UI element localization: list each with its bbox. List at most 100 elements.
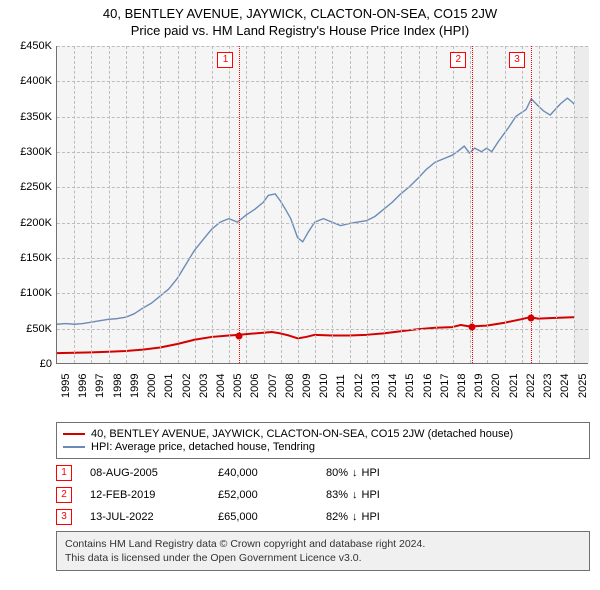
down-arrow-icon: ↓ <box>352 467 358 479</box>
vgrid-line <box>229 46 230 363</box>
event-date: 08-AUG-2005 <box>90 467 200 479</box>
xtick-label: 2011 <box>335 374 347 398</box>
ytick-label: £50K <box>10 323 52 335</box>
price-marker-dot <box>527 315 534 322</box>
event-row: 2 12-FEB-2019 £52,000 83% ↓ HPI <box>56 487 590 503</box>
vgrid-line <box>91 46 92 363</box>
hgrid-line <box>57 187 588 188</box>
ytick-label: £0 <box>10 358 52 370</box>
event-date: 12-FEB-2019 <box>90 489 200 501</box>
reference-marker-box: 1 <box>217 52 233 68</box>
xtick-label: 1998 <box>112 374 124 398</box>
event-delta-pct: 80% <box>326 467 348 479</box>
down-arrow-icon: ↓ <box>352 489 358 501</box>
event-price: £65,000 <box>218 511 308 523</box>
xtick-label: 2013 <box>370 374 382 398</box>
vgrid-line <box>160 46 161 363</box>
legend-item: 40, BENTLEY AVENUE, JAYWICK, CLACTON-ON-… <box>63 428 583 440</box>
vgrid-line <box>350 46 351 363</box>
event-number-box: 2 <box>56 487 72 503</box>
event-delta: 83% ↓ HPI <box>326 489 380 501</box>
vgrid-line <box>195 46 196 363</box>
xtick-label: 2023 <box>542 374 554 398</box>
event-delta-pct: 82% <box>326 511 348 523</box>
xtick-label: 2019 <box>473 374 485 398</box>
event-number-box: 1 <box>56 465 72 481</box>
xtick-label: 2016 <box>422 374 434 398</box>
legend-swatch <box>63 446 85 448</box>
vgrid-line <box>298 46 299 363</box>
vgrid-line <box>574 46 575 363</box>
hgrid-line <box>57 223 588 224</box>
vgrid-line <box>109 46 110 363</box>
xtick-label: 2010 <box>318 374 330 398</box>
vgrid-line <box>315 46 316 363</box>
reference-line <box>239 46 240 363</box>
hgrid-line <box>57 329 588 330</box>
vgrid-line <box>212 46 213 363</box>
event-delta-label: HPI <box>362 489 380 501</box>
recent-band <box>574 46 589 363</box>
vgrid-line <box>384 46 385 363</box>
xtick-label: 2021 <box>508 374 520 398</box>
hgrid-line <box>57 46 588 47</box>
footer-line-1: Contains HM Land Registry data © Crown c… <box>65 537 581 551</box>
reference-marker-box: 3 <box>509 52 525 68</box>
event-price: £52,000 <box>218 489 308 501</box>
chart-title-address: 40, BENTLEY AVENUE, JAYWICK, CLACTON-ON-… <box>0 6 600 21</box>
xtick-label: 2014 <box>387 374 399 398</box>
vgrid-line <box>505 46 506 363</box>
xtick-label: 2025 <box>577 374 589 398</box>
event-row: 108-AUG-2005£40,00080%↓HPI <box>56 465 590 481</box>
event-delta: 80%↓HPI <box>326 467 380 479</box>
vgrid-line <box>246 46 247 363</box>
xtick-label: 2001 <box>163 374 175 398</box>
vgrid-line <box>487 46 488 363</box>
legend: 40, BENTLEY AVENUE, JAYWICK, CLACTON-ON-… <box>56 422 590 459</box>
chart-title-subtitle: Price paid vs. HM Land Registry's House … <box>0 23 600 38</box>
footer-attribution: Contains HM Land Registry data © Crown c… <box>56 531 590 571</box>
vgrid-line <box>436 46 437 363</box>
vgrid-line <box>556 46 557 363</box>
legend-item: HPI: Average price, detached house, Tend… <box>63 441 583 453</box>
xtick-label: 1999 <box>129 374 141 398</box>
xtick-label: 2017 <box>439 374 451 398</box>
xtick-label: 1996 <box>77 374 89 398</box>
event-date: 13-JUL-2022 <box>90 511 200 523</box>
xtick-label: 2018 <box>456 374 468 398</box>
xtick-label: 2006 <box>249 374 261 398</box>
xtick-label: 2002 <box>181 374 193 398</box>
event-row: 313-JUL-2022£65,00082%↓HPI <box>56 509 590 525</box>
legend-swatch <box>63 433 85 435</box>
footer-line-2: This data is licensed under the Open Gov… <box>65 551 581 565</box>
reference-marker-box: 2 <box>450 52 466 68</box>
chart-area: 123 £0£50K£100K£150K£200K£250K£300K£350K… <box>10 46 590 416</box>
hgrid-line <box>57 117 588 118</box>
vgrid-line <box>522 46 523 363</box>
reference-line <box>472 46 473 363</box>
chart-lines-svg <box>57 46 588 363</box>
plot-region: 1 2 3 <box>56 46 588 364</box>
ytick-label: £300K <box>10 146 52 158</box>
xtick-label: 2004 <box>215 374 227 398</box>
hgrid-line <box>57 293 588 294</box>
hgrid-line <box>57 152 588 153</box>
xtick-label: 2012 <box>353 374 365 398</box>
xtick-label: 2020 <box>490 374 502 398</box>
ytick-label: £450K <box>10 40 52 52</box>
event-delta-pct: 83% <box>326 489 348 501</box>
vgrid-line <box>143 46 144 363</box>
vgrid-line <box>332 46 333 363</box>
ytick-label: £200K <box>10 217 52 229</box>
xtick-label: 2024 <box>559 374 571 398</box>
vgrid-line <box>367 46 368 363</box>
ytick-label: £250K <box>10 181 52 193</box>
legend-label: 40, BENTLEY AVENUE, JAYWICK, CLACTON-ON-… <box>91 428 513 440</box>
vgrid-line <box>419 46 420 363</box>
price-marker-dot <box>236 332 243 339</box>
xtick-label: 2003 <box>198 374 210 398</box>
xtick-label: 2000 <box>146 374 158 398</box>
chart-container: 40, BENTLEY AVENUE, JAYWICK, CLACTON-ON-… <box>0 0 600 590</box>
xtick-label: 2009 <box>301 374 313 398</box>
vgrid-line <box>470 46 471 363</box>
